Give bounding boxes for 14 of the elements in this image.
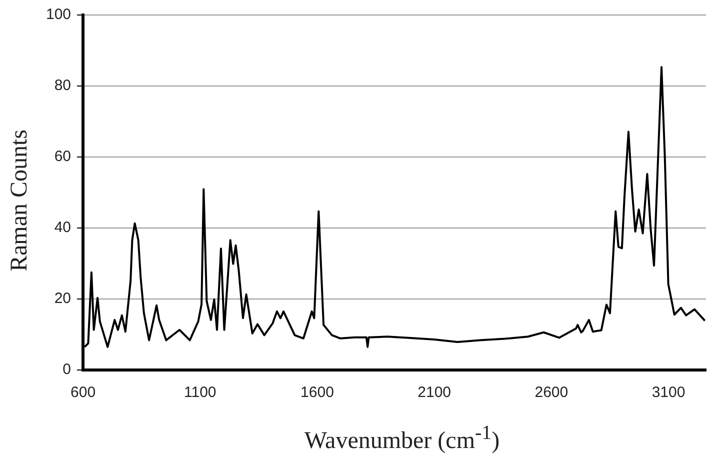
y-tick-label: 40 bbox=[54, 219, 72, 236]
x-axis-title: Wavenumber (cm$^{-1}$) bbox=[303, 422, 501, 455]
y-tick-label: 80 bbox=[54, 77, 72, 94]
y-tick-label: 100 bbox=[46, 6, 72, 24]
x-tick-label: 1600 bbox=[300, 384, 334, 402]
y-tick-label: 0 bbox=[62, 361, 72, 378]
y-tick-label: 20 bbox=[54, 290, 72, 308]
x-tick-label: 1100 bbox=[184, 384, 216, 402]
x-tick-label: 600 bbox=[70, 384, 96, 402]
x-tick-label: 2600 bbox=[534, 384, 568, 402]
x-tick-label: 3100 bbox=[652, 384, 686, 402]
x-tick-label: 2100 bbox=[418, 384, 452, 402]
y-axis-title: Raman Counts bbox=[6, 129, 34, 271]
y-tick-label: 60 bbox=[54, 148, 72, 166]
